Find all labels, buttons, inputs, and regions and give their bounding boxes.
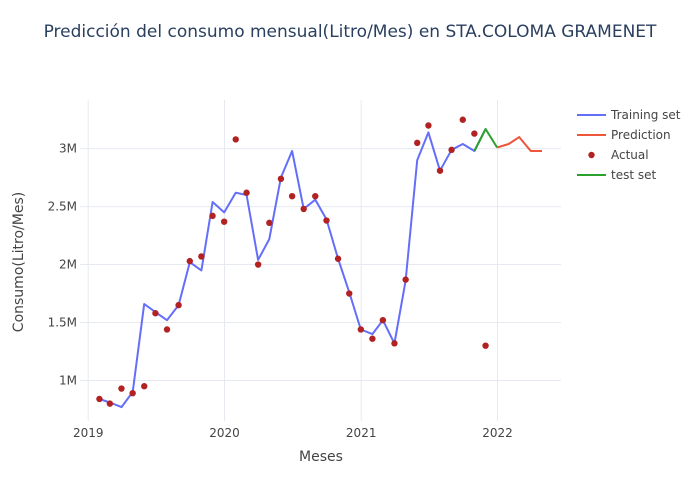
x-tick-label-2021: 2021 [346, 426, 377, 440]
legend-label-prediction: Prediction [611, 128, 671, 142]
data-point-actual[interactable] [312, 192, 319, 200]
legend-item-training-set[interactable]: Training set [577, 108, 681, 122]
y-tick-label-0: 1M [59, 373, 77, 387]
x-tick-label-2020: 2020 [209, 426, 240, 440]
data-point-actual[interactable] [106, 400, 114, 407]
y-tick-label-1: 1.5M [48, 315, 77, 329]
data-point-actual[interactable] [414, 139, 421, 147]
data-point-actual[interactable] [459, 116, 466, 123]
data-point-actual[interactable] [209, 212, 216, 220]
data-point-actual[interactable] [346, 290, 353, 297]
data-point-actual[interactable] [379, 316, 387, 324]
series-line-training-set [99, 128, 487, 409]
data-point-actual[interactable] [369, 335, 376, 342]
data-point-actual[interactable] [323, 217, 330, 224]
data-point-actual[interactable] [266, 219, 273, 227]
data-point-actual[interactable] [334, 255, 342, 262]
data-point-actual[interactable] [96, 395, 103, 403]
series-layer [96, 116, 542, 409]
data-point-actual[interactable] [402, 276, 409, 283]
data-point-actual[interactable] [471, 130, 478, 137]
x-tick-label-2019: 2019 [73, 426, 104, 440]
legend-swatch-actual [588, 151, 595, 159]
data-point-actual[interactable] [243, 189, 250, 196]
data-point-actual[interactable] [129, 389, 136, 397]
legend[interactable]: Training set Prediction Actual test set [577, 108, 681, 182]
y-axis-label: Consumo(Litro/Mes) [11, 192, 27, 332]
data-point-actual[interactable] [118, 385, 125, 392]
series-prediction [496, 136, 542, 152]
axis-ticks: 2019 2020 2021 2022 1M 1.5M 2M 2.5M 3M [48, 142, 513, 440]
x-tick-label-2022: 2022 [482, 426, 513, 440]
y-tick-label-4: 3M [59, 142, 77, 156]
series-training-set [99, 128, 487, 409]
grid-lines [80, 100, 561, 421]
legend-item-prediction[interactable]: Prediction [577, 128, 671, 142]
data-point-actual[interactable] [425, 122, 432, 129]
y-tick-label-2: 2M [59, 258, 77, 272]
data-point-actual[interactable] [436, 167, 444, 174]
data-point-actual[interactable] [175, 301, 182, 309]
series-test-set [473, 128, 498, 152]
chart-title: Predicción del consumo mensual(Litro/Mes… [44, 22, 657, 42]
data-point-actual[interactable] [448, 146, 455, 154]
series-line-prediction [496, 136, 542, 152]
data-point-actual[interactable] [220, 218, 228, 225]
data-point-actual[interactable] [482, 342, 489, 349]
legend-label-actual: Actual [611, 148, 649, 162]
series-line-test-set [473, 128, 498, 152]
data-point-actual[interactable] [288, 192, 296, 200]
data-point-actual[interactable] [300, 205, 307, 213]
legend-label-training-set: Training set [610, 108, 681, 122]
data-point-actual[interactable] [357, 326, 365, 333]
legend-item-test-set[interactable]: test set [577, 168, 656, 182]
data-point-actual[interactable] [198, 253, 205, 260]
legend-item-actual[interactable]: Actual [588, 148, 649, 162]
data-point-actual[interactable] [163, 326, 171, 333]
x-axis-label: Meses [299, 449, 343, 465]
data-point-actual[interactable] [254, 261, 262, 268]
y-tick-label-3: 2.5M [48, 200, 77, 214]
data-point-actual[interactable] [141, 383, 148, 390]
data-point-actual[interactable] [152, 310, 159, 317]
legend-label-test-set: test set [611, 168, 656, 182]
data-point-actual[interactable] [186, 257, 193, 265]
data-point-actual[interactable] [232, 136, 239, 143]
data-point-actual[interactable] [277, 175, 285, 183]
series-actual [96, 116, 489, 407]
data-point-actual[interactable] [391, 340, 398, 347]
